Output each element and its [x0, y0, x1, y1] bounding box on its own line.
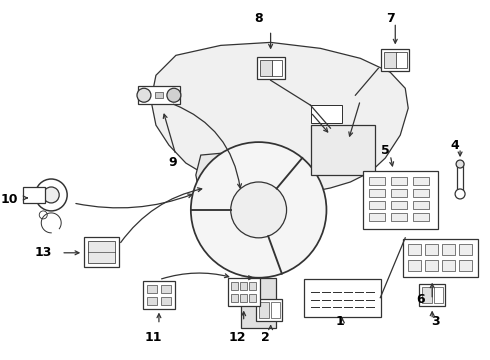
Bar	[369, 213, 385, 221]
Text: 10: 10	[0, 193, 18, 206]
Bar	[271, 60, 282, 76]
Bar	[413, 201, 429, 209]
Bar	[408, 244, 421, 255]
Bar	[396, 52, 407, 68]
Circle shape	[167, 88, 181, 102]
Circle shape	[455, 189, 465, 199]
Bar	[403, 239, 478, 277]
Circle shape	[231, 182, 287, 238]
Bar	[369, 201, 385, 209]
Bar	[248, 294, 256, 302]
Bar	[413, 189, 429, 197]
Bar	[147, 297, 157, 305]
Bar	[391, 177, 407, 185]
Bar	[369, 189, 385, 197]
Bar	[248, 282, 256, 290]
Bar	[259, 302, 269, 318]
Bar	[441, 244, 455, 255]
Bar	[311, 105, 343, 123]
Text: 4: 4	[451, 139, 460, 152]
Circle shape	[191, 142, 326, 278]
Bar	[161, 285, 171, 293]
Bar	[231, 282, 238, 290]
Text: 3: 3	[431, 315, 440, 328]
Bar	[457, 162, 463, 190]
Text: 13: 13	[35, 246, 52, 259]
Bar	[369, 177, 385, 185]
Bar	[88, 241, 115, 263]
Bar	[391, 213, 407, 221]
Circle shape	[456, 160, 464, 168]
Bar	[391, 189, 407, 197]
Polygon shape	[196, 153, 283, 220]
Bar	[155, 92, 163, 98]
Polygon shape	[151, 42, 408, 194]
Text: 8: 8	[254, 12, 263, 25]
Circle shape	[43, 187, 59, 203]
Bar	[147, 285, 157, 293]
Text: 11: 11	[144, 331, 162, 344]
Bar	[408, 260, 421, 271]
Bar	[459, 244, 471, 255]
Circle shape	[39, 211, 47, 219]
Bar	[311, 125, 375, 175]
Bar	[231, 294, 238, 302]
Bar	[270, 302, 280, 318]
Bar	[419, 284, 445, 306]
Bar	[459, 260, 471, 271]
Bar	[363, 171, 438, 229]
Text: 1: 1	[336, 315, 345, 328]
Bar	[138, 86, 180, 104]
Bar	[303, 279, 381, 316]
Bar	[441, 260, 455, 271]
Text: 2: 2	[261, 331, 270, 344]
Bar	[24, 187, 45, 203]
Bar	[413, 213, 429, 221]
Bar	[381, 49, 409, 71]
Circle shape	[137, 88, 151, 102]
Bar	[260, 60, 272, 76]
Bar	[161, 297, 171, 305]
Bar	[241, 278, 275, 328]
Circle shape	[35, 179, 67, 211]
Bar	[413, 177, 429, 185]
Bar	[256, 299, 282, 321]
Text: 5: 5	[381, 144, 390, 157]
Bar	[391, 201, 407, 209]
Bar	[143, 281, 175, 309]
Text: 9: 9	[169, 156, 177, 168]
Text: 6: 6	[416, 293, 424, 306]
Bar	[240, 294, 246, 302]
Text: 12: 12	[229, 331, 246, 344]
Bar	[257, 57, 285, 79]
Bar	[84, 237, 119, 267]
Bar	[228, 278, 260, 306]
Bar	[384, 52, 397, 68]
Bar	[434, 287, 443, 303]
Bar	[425, 260, 438, 271]
Bar	[240, 282, 246, 290]
Bar	[425, 244, 438, 255]
Bar	[422, 287, 432, 303]
Text: 7: 7	[386, 12, 394, 25]
